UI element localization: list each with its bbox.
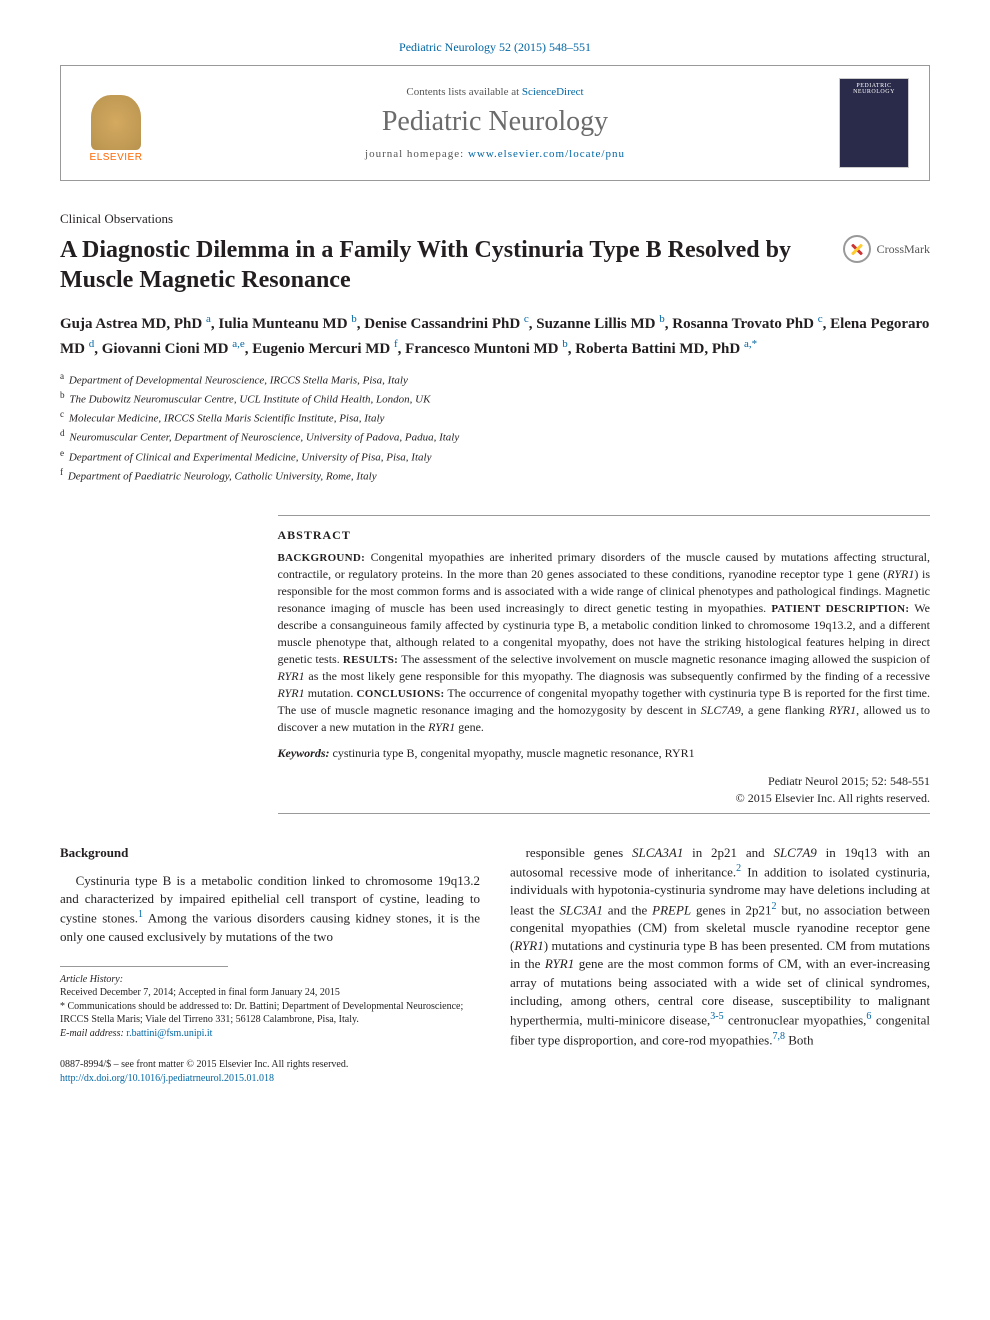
citation-line-1: Pediatr Neurol 2015; 52: 548-551: [278, 773, 931, 790]
citation-line-2: © 2015 Elsevier Inc. All rights reserved…: [278, 790, 931, 807]
affiliation-item: b The Dubowitz Neuromuscular Centre, UCL…: [60, 389, 930, 408]
email-link[interactable]: r.battini@fsm.unipi.it: [126, 1028, 212, 1039]
contents-prefix: Contents lists available at: [406, 86, 521, 98]
divider: [278, 515, 931, 516]
crossmark-label: CrossMark: [877, 242, 930, 257]
journal-name: Pediatric Neurology: [171, 106, 819, 138]
article-title: A Diagnostic Dilemma in a Family With Cy…: [60, 235, 823, 295]
body-paragraph: Cystinuria type B is a metabolic conditi…: [60, 872, 480, 946]
abstract-text: BACKGROUND: Congenital myopathies are in…: [278, 549, 931, 736]
email-label: E-mail address:: [60, 1028, 124, 1039]
body-paragraph: responsible genes SLCA3A1 in 2p21 and SL…: [510, 844, 930, 1049]
homepage-link[interactable]: www.elsevier.com/locate/pnu: [468, 148, 625, 160]
authors-list: Guja Astrea MD, PhD a, Iulia Munteanu MD…: [60, 311, 930, 360]
divider: [278, 813, 931, 814]
crossmark-icon: [843, 235, 871, 263]
copyright-text: 0887-8994/$ – see front matter © 2015 El…: [60, 1058, 480, 1072]
crossmark-badge[interactable]: CrossMark: [843, 235, 930, 263]
article-history-text: Received December 7, 2014; Accepted in f…: [60, 986, 480, 1000]
keywords-list: cystinuria type B, congenital myopathy, …: [333, 746, 695, 760]
correspondence-text: * Communications should be addressed to:…: [60, 1000, 480, 1027]
keywords: Keywords: cystinuria type B, congenital …: [278, 746, 931, 761]
body-columns: Background Cystinuria type B is a metabo…: [60, 844, 930, 1086]
column-right: responsible genes SLCA3A1 in 2p21 and SL…: [510, 844, 930, 1086]
section-heading-background: Background: [60, 844, 480, 862]
affiliation-item: a Department of Developmental Neuroscien…: [60, 370, 930, 389]
divider: [60, 966, 228, 967]
affiliations-list: a Department of Developmental Neuroscien…: [60, 370, 930, 485]
affiliation-item: d Neuromuscular Center, Department of Ne…: [60, 427, 930, 446]
sciencedirect-link[interactable]: ScienceDirect: [522, 86, 584, 98]
cover-title: PEDIATRIC NEUROLOGY: [844, 83, 904, 95]
column-left: Background Cystinuria type B is a metabo…: [60, 844, 480, 1086]
elsevier-logo[interactable]: ELSEVIER: [81, 83, 151, 163]
journal-cover-thumbnail[interactable]: PEDIATRIC NEUROLOGY: [839, 78, 909, 168]
keywords-label: Keywords:: [278, 746, 330, 760]
title-row: A Diagnostic Dilemma in a Family With Cy…: [60, 235, 930, 295]
homepage-prefix: journal homepage:: [365, 148, 468, 160]
elsevier-tree-icon: [91, 95, 141, 150]
article-type: Clinical Observations: [60, 211, 930, 227]
contents-line: Contents lists available at ScienceDirec…: [171, 86, 819, 98]
elsevier-label: ELSEVIER: [90, 152, 143, 163]
journal-header: ELSEVIER Contents lists available at Sci…: [60, 65, 930, 181]
footnotes: Article History: Received December 7, 20…: [60, 973, 480, 1041]
abstract-heading: ABSTRACT: [278, 528, 931, 543]
abstract-block: ABSTRACT BACKGROUND: Congenital myopathi…: [278, 528, 931, 761]
citation-block: Pediatr Neurol 2015; 52: 548-551 © 2015 …: [278, 773, 931, 807]
affiliation-item: f Department of Paediatric Neurology, Ca…: [60, 466, 930, 485]
header-center: Contents lists available at ScienceDirec…: [171, 86, 819, 160]
journal-reference-link[interactable]: Pediatric Neurology 52 (2015) 548–551: [399, 40, 591, 54]
doi-link[interactable]: http://dx.doi.org/10.1016/j.pediatrneuro…: [60, 1073, 274, 1084]
affiliation-item: c Molecular Medicine, IRCCS Stella Maris…: [60, 408, 930, 427]
copyright-block: 0887-8994/$ – see front matter © 2015 El…: [60, 1058, 480, 1085]
homepage-line: journal homepage: www.elsevier.com/locat…: [171, 148, 819, 160]
article-history-label: Article History:: [60, 974, 123, 985]
affiliation-item: e Department of Clinical and Experimenta…: [60, 447, 930, 466]
journal-reference: Pediatric Neurology 52 (2015) 548–551: [60, 40, 930, 55]
